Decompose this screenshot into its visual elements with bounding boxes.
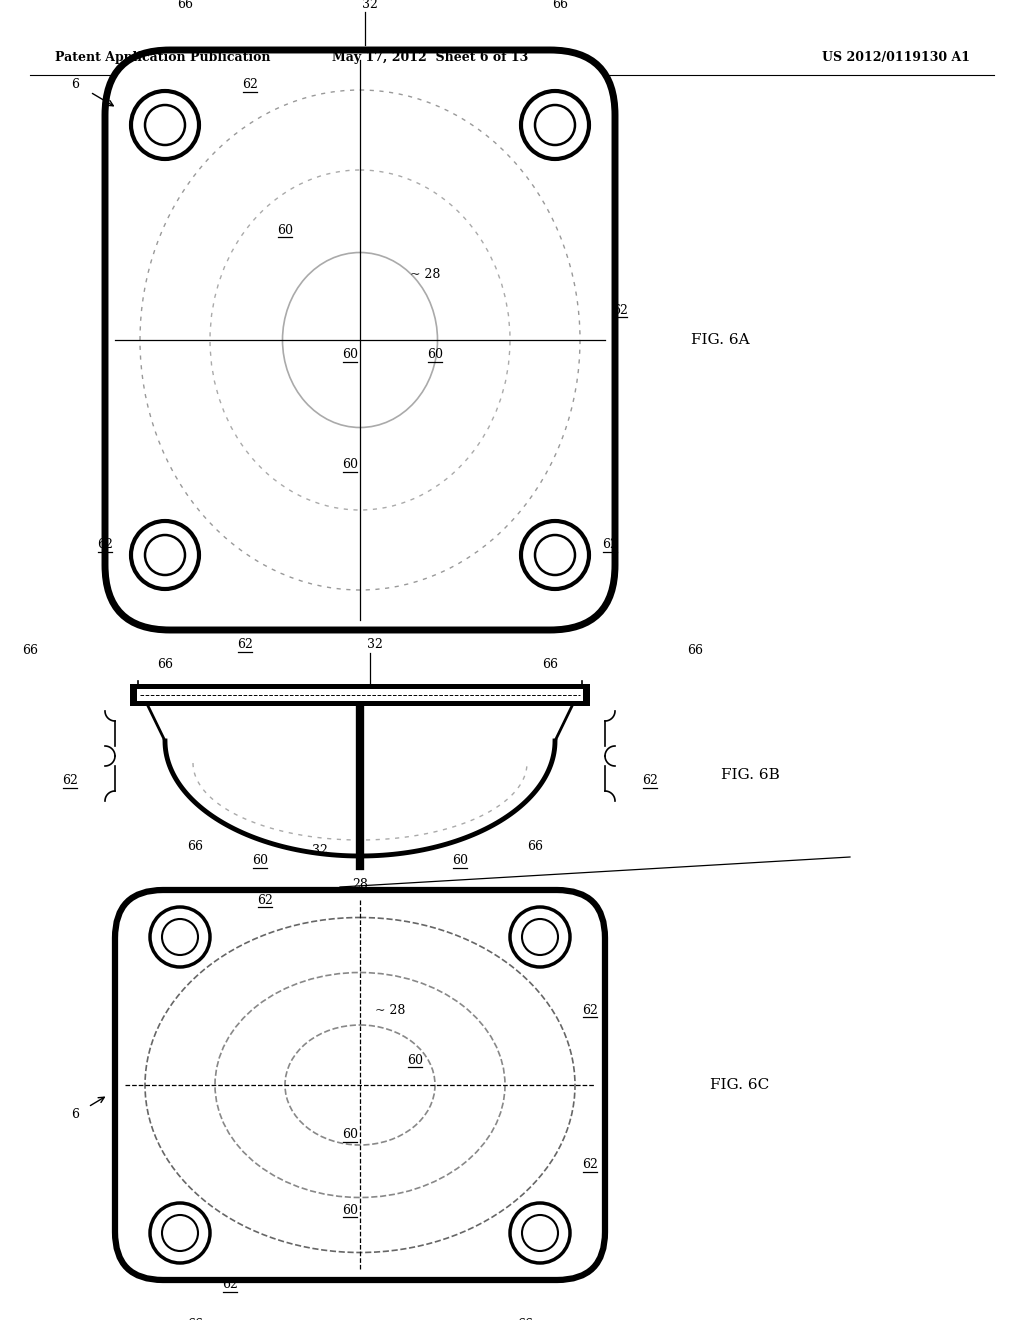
Text: 62: 62 bbox=[222, 1279, 238, 1291]
Text: 60: 60 bbox=[342, 1129, 358, 1142]
Text: 62: 62 bbox=[602, 539, 617, 552]
Circle shape bbox=[150, 1203, 210, 1263]
Circle shape bbox=[162, 919, 198, 954]
Text: 60: 60 bbox=[342, 1204, 358, 1217]
Circle shape bbox=[510, 907, 570, 968]
Text: 60: 60 bbox=[407, 1053, 423, 1067]
Circle shape bbox=[522, 919, 558, 954]
Text: 60: 60 bbox=[342, 458, 358, 471]
Circle shape bbox=[535, 535, 575, 576]
Text: 66: 66 bbox=[687, 644, 703, 656]
Text: 62: 62 bbox=[97, 539, 113, 552]
Circle shape bbox=[521, 521, 589, 589]
Text: 28: 28 bbox=[352, 878, 368, 891]
Text: 62: 62 bbox=[242, 78, 258, 91]
Circle shape bbox=[150, 907, 210, 968]
Circle shape bbox=[131, 521, 199, 589]
Circle shape bbox=[521, 91, 589, 158]
Text: 60: 60 bbox=[278, 223, 293, 236]
Text: 62: 62 bbox=[62, 775, 78, 788]
Text: 62: 62 bbox=[238, 639, 253, 652]
Text: 6: 6 bbox=[71, 1109, 79, 1122]
Text: 60: 60 bbox=[342, 348, 358, 362]
Text: 66: 66 bbox=[187, 1319, 203, 1320]
Text: 62: 62 bbox=[257, 894, 273, 907]
Text: FIG. 6C: FIG. 6C bbox=[711, 1078, 770, 1092]
Text: 6: 6 bbox=[71, 78, 79, 91]
Text: 66: 66 bbox=[517, 1319, 534, 1320]
Text: 62: 62 bbox=[612, 304, 628, 317]
Text: 32: 32 bbox=[367, 639, 383, 652]
Text: 66: 66 bbox=[177, 0, 193, 12]
Circle shape bbox=[162, 1214, 198, 1251]
Text: 62: 62 bbox=[582, 1003, 598, 1016]
FancyBboxPatch shape bbox=[115, 890, 605, 1280]
Circle shape bbox=[522, 1214, 558, 1251]
Text: 66: 66 bbox=[527, 841, 543, 854]
Text: 32: 32 bbox=[312, 843, 328, 857]
Text: 60: 60 bbox=[452, 854, 468, 867]
Text: 66: 66 bbox=[187, 841, 203, 854]
Text: 66: 66 bbox=[22, 644, 38, 656]
FancyBboxPatch shape bbox=[105, 50, 615, 630]
Text: Patent Application Publication: Patent Application Publication bbox=[55, 51, 270, 65]
Text: 66: 66 bbox=[157, 659, 173, 672]
Text: ~ 28: ~ 28 bbox=[375, 1003, 406, 1016]
Text: 60: 60 bbox=[252, 854, 268, 867]
Circle shape bbox=[145, 535, 185, 576]
Text: FIG. 6A: FIG. 6A bbox=[690, 333, 750, 347]
Text: 66: 66 bbox=[542, 659, 558, 672]
Text: ~ 28: ~ 28 bbox=[410, 268, 440, 281]
Circle shape bbox=[535, 106, 575, 145]
Text: 66: 66 bbox=[552, 0, 568, 12]
Bar bbox=[137, 689, 583, 701]
Text: 62: 62 bbox=[642, 775, 658, 788]
Text: 62: 62 bbox=[582, 1159, 598, 1172]
Text: 60: 60 bbox=[427, 348, 443, 362]
Text: May 17, 2012  Sheet 6 of 13: May 17, 2012 Sheet 6 of 13 bbox=[332, 51, 528, 65]
Circle shape bbox=[510, 1203, 570, 1263]
Circle shape bbox=[131, 91, 199, 158]
Circle shape bbox=[145, 106, 185, 145]
Text: 32: 32 bbox=[362, 0, 378, 12]
Bar bbox=[130, 684, 590, 706]
Text: US 2012/0119130 A1: US 2012/0119130 A1 bbox=[822, 51, 970, 65]
Text: FIG. 6B: FIG. 6B bbox=[721, 768, 779, 781]
